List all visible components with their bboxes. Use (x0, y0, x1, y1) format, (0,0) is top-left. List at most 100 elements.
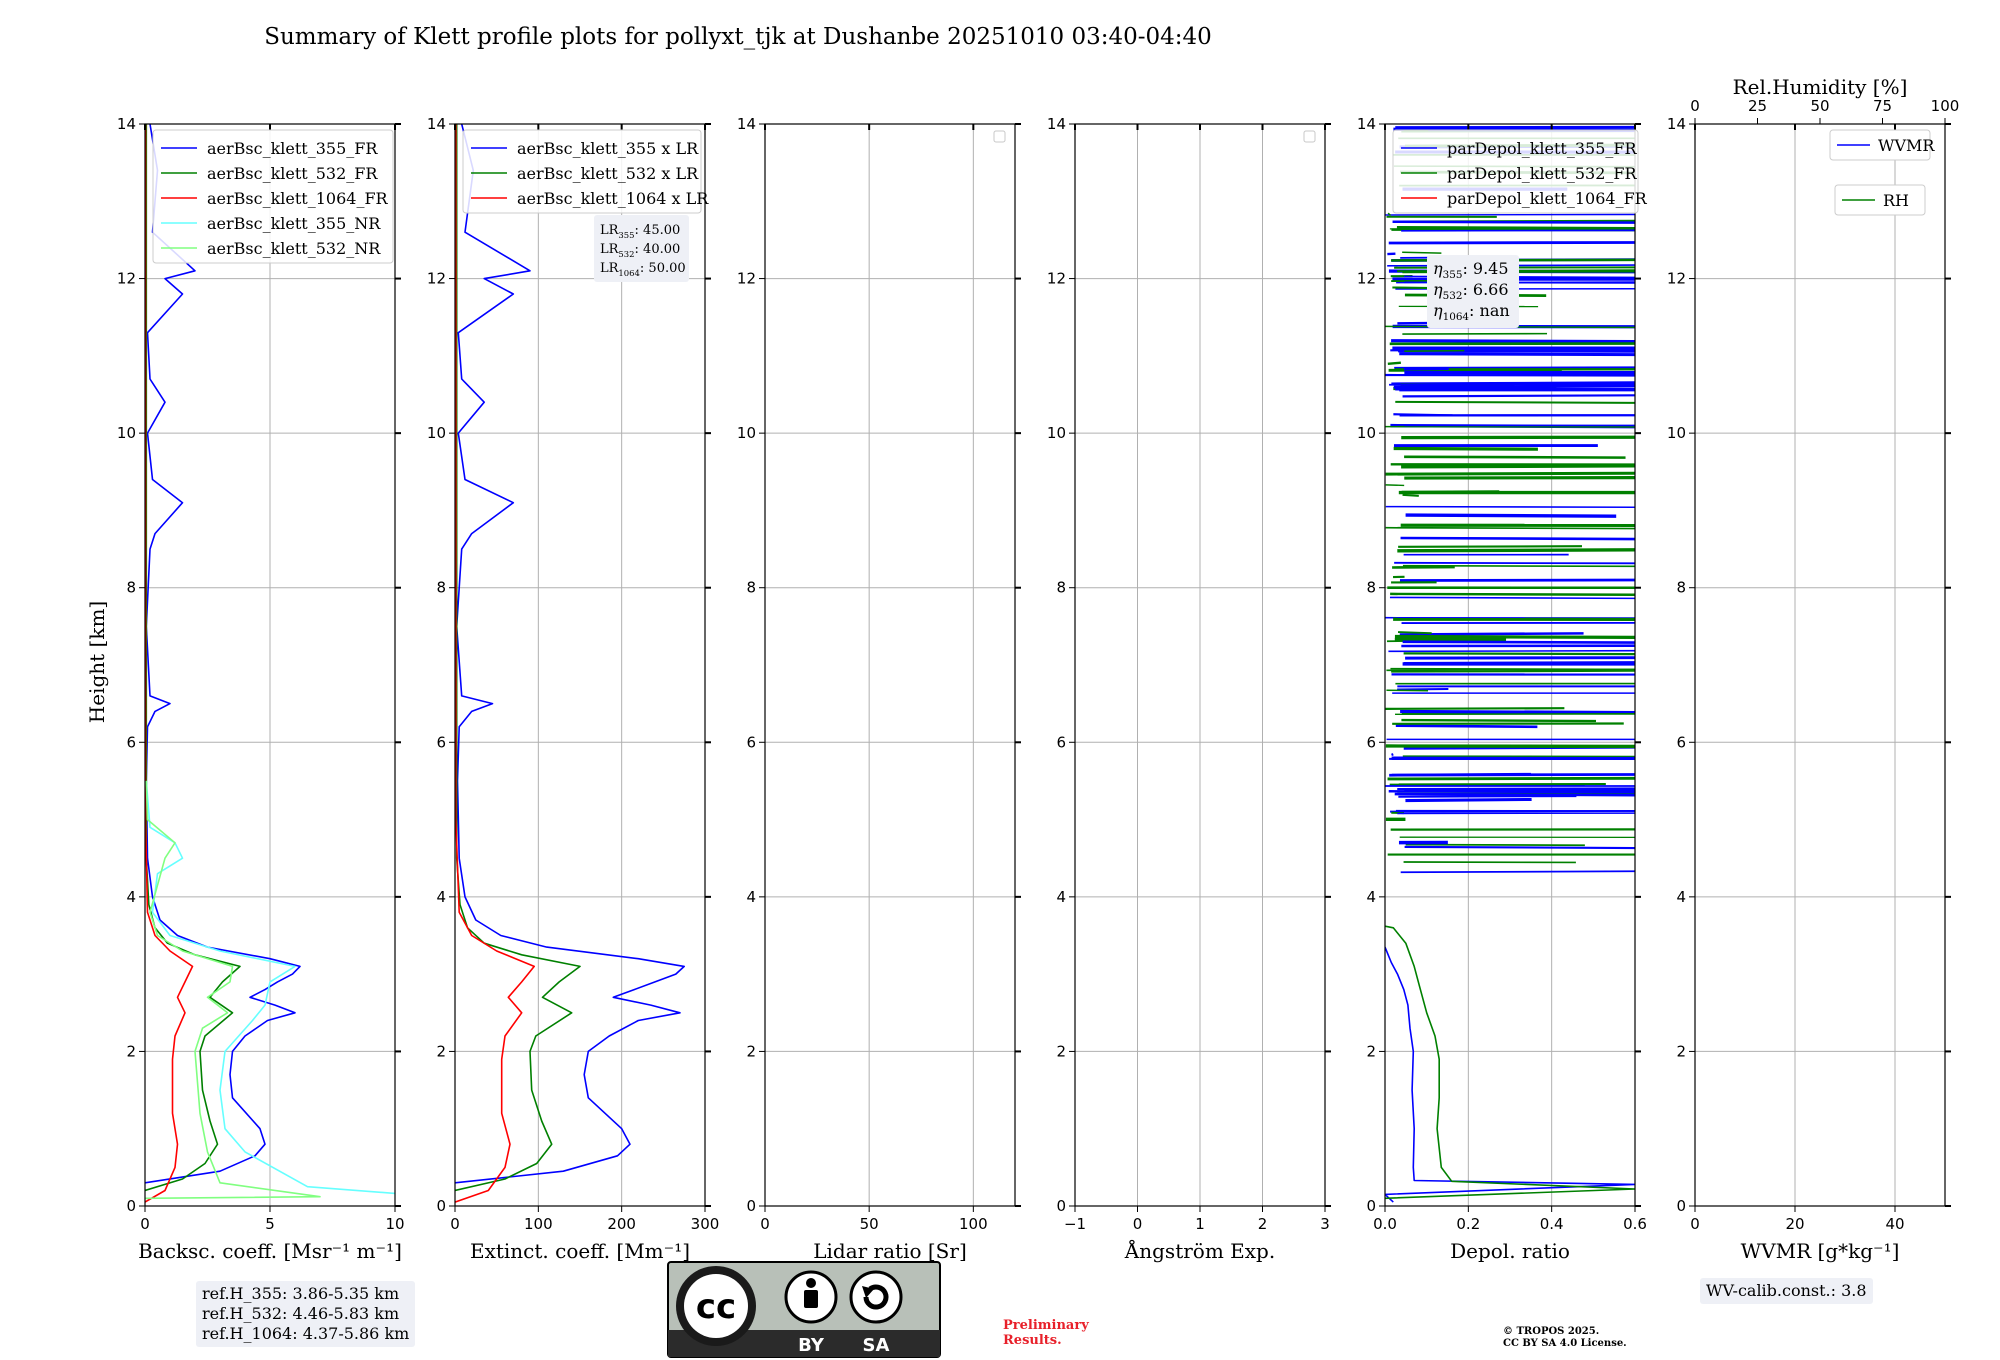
annotation-background (594, 215, 689, 282)
reference-height-box: ref.H_355: 3.86-5.35 km ref.H_532: 4.46-… (196, 1281, 416, 1347)
x-tick-label: 0.6 (1623, 1215, 1647, 1233)
y-tick-label: 10 (427, 424, 446, 442)
legend[interactable]: parDepol_klett_355_FR parDepol_klett_532_… (1392, 129, 1648, 214)
depol-noise-segment (1388, 649, 1635, 653)
y-tick-label: 0 (1056, 1197, 1066, 1215)
depol-noise-segment (1398, 545, 1582, 548)
copyright-line-1: © TROPOS 2025. (1503, 1326, 1600, 1337)
legend-label: aerBsc_klett_355_NR (207, 214, 381, 233)
x-tick-label: 1 (1195, 1215, 1205, 1233)
x-tick-label: 0 (1690, 1215, 1700, 1233)
depol-noise-segment (1399, 632, 1584, 636)
x-tick-label: 0 (140, 1215, 150, 1233)
legend[interactable]: aerBsc_klett_355 x LR aerBsc_klett_532 x … (462, 129, 709, 214)
y-tick-label: 14 (427, 115, 446, 133)
series-line-aerBsc_klett_532_FR (145, 124, 241, 1192)
depol-noise-segment (1402, 493, 1419, 497)
y-tick-label: 10 (737, 424, 756, 442)
panel-lr: 0 50 100 0 2 4 6 8 10 12 14 Lidar ratio [Sr] (737, 115, 1021, 1263)
empty-legend-icon (993, 130, 1006, 143)
depol-noise-segment (1403, 652, 1635, 656)
legend-label: aerBsc_klett_532_FR (207, 164, 378, 183)
cc-license-badge[interactable]: cc BY SA (667, 1261, 941, 1358)
y-axis-label: Height [km] (85, 601, 109, 723)
ref-height-1064: ref.H_1064: 4.37-5.86 km (202, 1324, 410, 1343)
annotation-line: η1064: nan (1433, 301, 1510, 323)
x-tick-label: 100 (959, 1215, 988, 1233)
cc-by-label: BY (798, 1335, 825, 1356)
depol-noise-segment (1405, 797, 1532, 803)
depol-noise-segment (1387, 361, 1401, 366)
series-line-aerBsc_klett_1064 x LR (455, 124, 535, 1203)
series-line-parDepol_klett_532_FR (1385, 925, 1635, 1200)
depol-noise-segment (1397, 548, 1635, 553)
depol-noise-segment (1398, 795, 1577, 798)
legend-entry[interactable]: RH (1834, 184, 1926, 216)
depol-noise-segment (1400, 870, 1635, 874)
panel-bsc: 0 5 10 0 2 4 6 8 10 12 14 Backsc. coeff. [Msr⁻¹ m⁻¹… (117, 115, 405, 1263)
depol-noise-segment (1400, 536, 1635, 541)
y-tick-label: 0 (746, 1197, 756, 1215)
depol-noise-segment (1391, 753, 1394, 756)
depol-noise-segment (1389, 596, 1635, 600)
x-tick-label: 5 (265, 1215, 275, 1233)
legend-label: aerBsc_klett_1064_FR (207, 189, 389, 208)
y-tick-label: 2 (1366, 1042, 1376, 1060)
empty-legend-icon (1303, 130, 1316, 143)
legend[interactable]: aerBsc_klett_355_FR aerBsc_klett_532_FRae… (152, 129, 394, 264)
plot-frame (764, 123, 1016, 1207)
x-tick-label: 200 (607, 1215, 636, 1233)
legend-label: WVMR (1878, 136, 1935, 155)
annotation-line: η532: 6.66 (1433, 280, 1509, 302)
y-tick-label: 6 (126, 733, 136, 751)
legend-entry[interactable]: WVMR (1829, 129, 1935, 161)
x-axis-label: Lidar ratio [Sr] (813, 1239, 967, 1263)
legend-box (1392, 129, 1639, 214)
x-tick-label: 20 (1785, 1215, 1804, 1233)
depol-noise-segment (1391, 670, 1635, 673)
depol-noise-segment (1387, 212, 1392, 216)
y-tick-label: 0 (126, 1197, 136, 1215)
annotation-line: LR355: 45.00 (600, 223, 680, 240)
y-tick-label: 6 (746, 733, 756, 751)
x-tick-label: 3 (1320, 1215, 1330, 1233)
depol-noise-segment (1394, 634, 1635, 640)
y-tick-label: 12 (737, 270, 756, 288)
y-tick-label: 12 (1047, 270, 1066, 288)
depol-noise-segment (1388, 241, 1635, 245)
depol-noise-segment (1402, 564, 1635, 568)
legend-label: parDepol_klett_1064_FR (1447, 189, 1648, 208)
y-tick-label: 12 (1357, 270, 1376, 288)
y-tick-label: 10 (1357, 424, 1376, 442)
y-tick-label: 8 (1056, 579, 1066, 597)
y-tick-label: 4 (1366, 888, 1376, 906)
depol-noise-segment (1389, 756, 1635, 760)
x-axis-label: Backsc. coeff. [Msr⁻¹ m⁻¹] (138, 1239, 402, 1263)
y-tick-label: 6 (1366, 733, 1376, 751)
x-tick-label: 10 (385, 1215, 404, 1233)
x-axis-label: Extinct. coeff. [Mm⁻¹] (470, 1239, 690, 1263)
share-alike-icon (849, 1270, 903, 1324)
depol-noise-segment (1387, 776, 1635, 781)
depol-noise-segment (1404, 349, 1465, 352)
legend-label: aerBsc_klett_532 x LR (517, 164, 699, 183)
x-tick-label: 40 (1885, 1215, 1904, 1233)
series-group (145, 124, 395, 1203)
y-tick-label: 12 (1667, 270, 1686, 288)
depol-noise-segment (1401, 464, 1635, 469)
depol-noise-segment (1385, 505, 1635, 508)
legend-label: aerBsc_klett_355_FR (207, 139, 378, 158)
depol-noise-segment (1403, 367, 1449, 371)
legend-label: aerBsc_klett_1064 x LR (517, 189, 709, 208)
x-tick-label: 0 (450, 1215, 460, 1233)
legend-box (152, 129, 394, 264)
y-tick-label: 2 (126, 1042, 136, 1060)
annotation-line: η355: 9.45 (1433, 259, 1509, 281)
legend-label: aerBsc_klett_355 x LR (517, 139, 699, 158)
y-tick-label: 2 (1056, 1042, 1066, 1060)
legend-label: RH (1883, 191, 1909, 210)
figure-title: Summary of Klett profile plots for polly… (264, 24, 1212, 50)
y-tick-label: 10 (1047, 424, 1066, 442)
annotation-box: LR355: 45.00 LR532: 40.00 LR1064: 50.00 (594, 215, 689, 282)
